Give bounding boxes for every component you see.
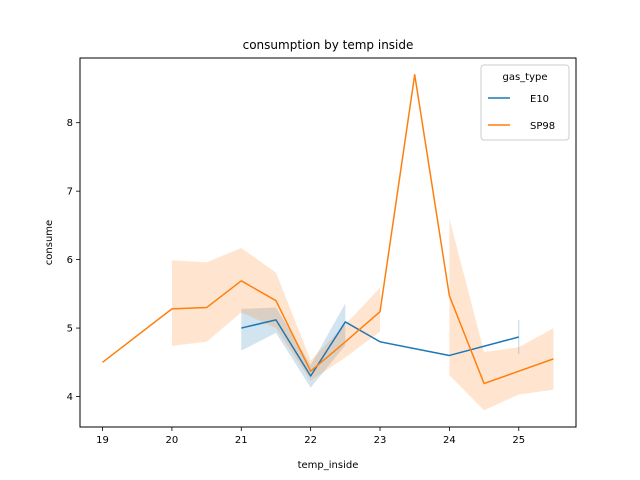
legend-label-sp98: SP98 bbox=[530, 121, 555, 132]
x-tick-label: 24 bbox=[443, 435, 456, 446]
y-tick-label: 4 bbox=[67, 392, 73, 403]
series-line-sp98 bbox=[102, 74, 554, 385]
x-tick-label: 25 bbox=[512, 435, 525, 446]
series-line-e10 bbox=[241, 319, 519, 377]
confidence-band-e10-0 bbox=[241, 303, 346, 388]
x-tick-label: 19 bbox=[96, 435, 109, 446]
legend-label-e10: E10 bbox=[530, 94, 549, 105]
legend-frame bbox=[480, 64, 570, 141]
y-tick-label: 8 bbox=[67, 118, 73, 129]
plot-frame bbox=[79, 57, 577, 428]
chart-title: consumption by temp inside bbox=[243, 38, 414, 52]
x-tick-label: 23 bbox=[374, 435, 387, 446]
x-axis-ticks: 19 20 21 22 23 24 25 bbox=[96, 427, 525, 446]
series-lines bbox=[102, 74, 554, 385]
y-axis-ticks: 4 5 6 7 8 bbox=[67, 118, 80, 403]
y-tick-label: 7 bbox=[67, 187, 73, 198]
legend: gas_type E10 SP98 bbox=[480, 64, 570, 141]
y-axis-label: consume bbox=[44, 220, 55, 265]
x-tick-label: 20 bbox=[166, 435, 179, 446]
y-tick-label: 6 bbox=[67, 255, 73, 266]
x-axis-label: temp_inside bbox=[298, 460, 359, 471]
y-tick-label: 5 bbox=[67, 324, 73, 335]
x-tick-label: 22 bbox=[304, 435, 317, 446]
legend-title: gas_type bbox=[502, 72, 547, 83]
x-tick-label: 21 bbox=[235, 435, 248, 446]
